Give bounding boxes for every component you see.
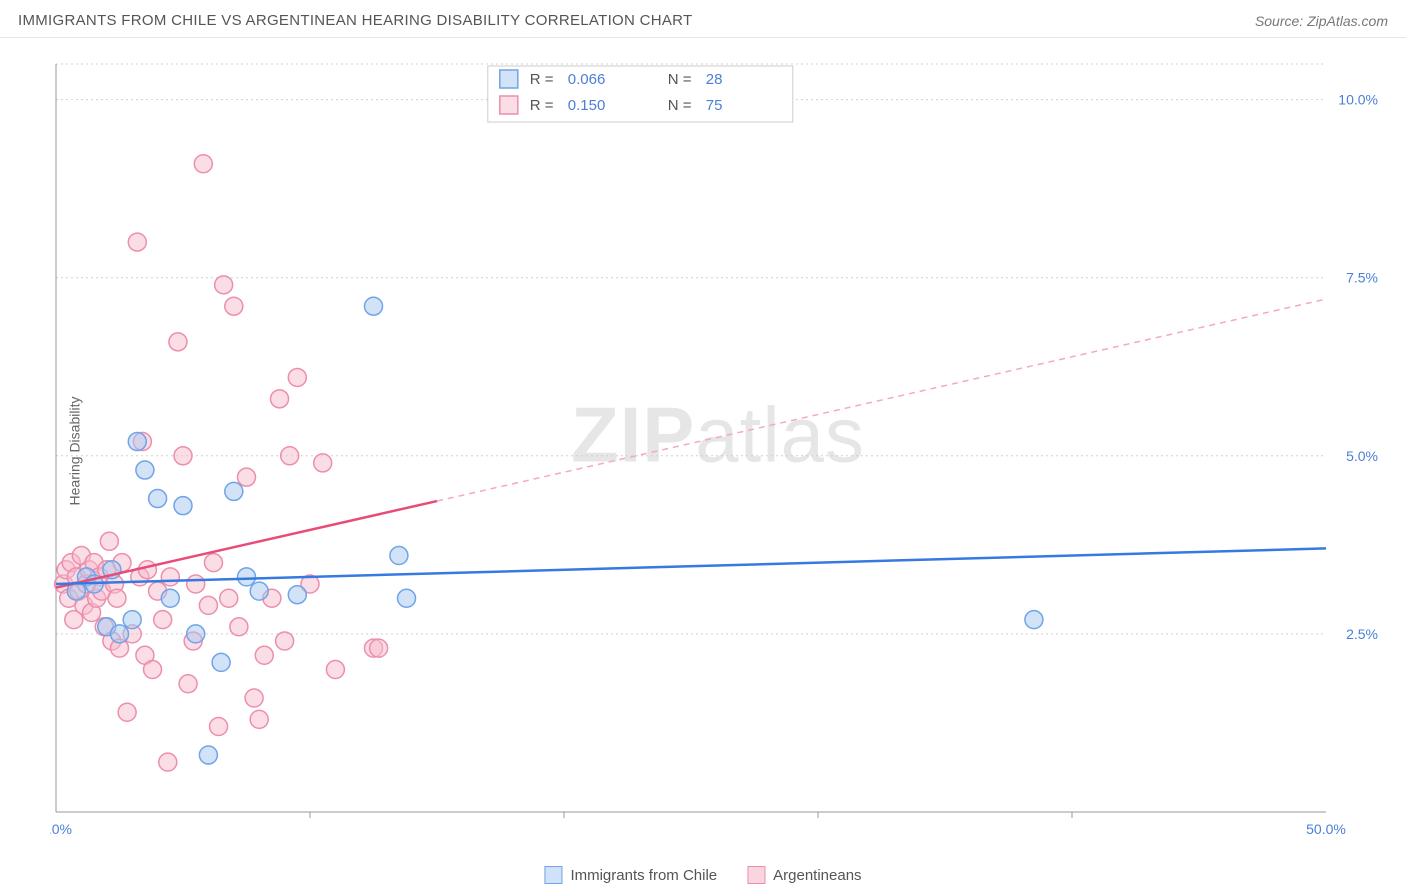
legend-r-value: 0.066 — [568, 71, 606, 88]
data-point — [271, 390, 289, 408]
data-point — [194, 155, 212, 173]
data-point — [276, 632, 294, 650]
data-point — [174, 447, 192, 465]
data-point — [154, 611, 172, 629]
header: IMMIGRANTS FROM CHILE VS ARGENTINEAN HEA… — [0, 0, 1406, 38]
data-point — [220, 589, 238, 607]
data-point — [111, 625, 129, 643]
legend-item: Argentineans — [747, 866, 861, 884]
data-point — [138, 561, 156, 579]
legend-n-value: 75 — [706, 97, 723, 114]
legend-swatch — [544, 866, 562, 884]
legend-bottom: Immigrants from Chile Argentineans — [544, 866, 861, 884]
data-point — [128, 433, 146, 451]
data-point — [250, 710, 268, 728]
legend-r-value: 0.150 — [568, 97, 606, 114]
data-point — [1025, 611, 1043, 629]
data-point — [136, 461, 154, 479]
trend-line-pink-dashed — [437, 299, 1326, 501]
data-point — [204, 554, 222, 572]
legend-n-value: 28 — [706, 71, 723, 88]
data-point — [161, 568, 179, 586]
data-point — [250, 582, 268, 600]
data-point — [169, 333, 187, 351]
legend-n-label: N = — [668, 97, 692, 114]
data-point — [245, 689, 263, 707]
data-point — [210, 718, 228, 736]
legend-swatch — [500, 96, 518, 114]
data-point — [314, 454, 332, 472]
data-point — [174, 497, 192, 515]
legend-label: Argentineans — [773, 867, 861, 884]
data-point — [230, 618, 248, 636]
chart-title: IMMIGRANTS FROM CHILE VS ARGENTINEAN HEA… — [18, 12, 693, 29]
data-point — [238, 468, 256, 486]
data-point — [281, 447, 299, 465]
data-point — [123, 611, 141, 629]
data-point — [215, 276, 233, 294]
data-point — [398, 589, 416, 607]
x-tick-label: 50.0% — [1306, 821, 1346, 837]
data-point — [187, 625, 205, 643]
data-point — [199, 746, 217, 764]
legend-n-label: N = — [668, 71, 692, 88]
source-label: Source: ZipAtlas.com — [1255, 13, 1388, 29]
legend-r-label: R = — [530, 71, 554, 88]
data-point — [100, 532, 118, 550]
scatter-plot: 2.5% 5.0% 7.5% 10.0% 0.0% 50.0% R = 0.066 N = 28 R… — [50, 60, 1386, 842]
trend-line-blue — [56, 548, 1326, 584]
data-point — [255, 646, 273, 664]
data-point — [326, 661, 344, 679]
data-point — [108, 589, 126, 607]
y-tick-label: 7.5% — [1346, 270, 1378, 286]
data-point — [390, 547, 408, 565]
chart-area: Hearing Disability ZIPatlas 2.5%5.0%7.5%… — [50, 60, 1386, 842]
data-point — [288, 586, 306, 604]
data-point — [288, 368, 306, 386]
data-point — [179, 675, 197, 693]
legend-swatch — [500, 70, 518, 88]
data-point — [365, 297, 383, 315]
data-point — [149, 490, 167, 508]
data-point — [238, 568, 256, 586]
data-point — [199, 596, 217, 614]
data-point — [225, 482, 243, 500]
y-tick-label: 2.5% — [1346, 626, 1378, 642]
data-point — [159, 753, 177, 771]
data-point — [144, 661, 162, 679]
data-point — [225, 297, 243, 315]
legend-item: Immigrants from Chile — [544, 866, 717, 884]
legend-r-label: R = — [530, 97, 554, 114]
x-tick-label: 0.0% — [50, 821, 72, 837]
data-point — [128, 233, 146, 251]
data-point — [187, 575, 205, 593]
legend-swatch — [747, 866, 765, 884]
y-tick-label: 5.0% — [1346, 448, 1378, 464]
legend-label: Immigrants from Chile — [570, 867, 717, 884]
y-tick-label: 10.0% — [1338, 92, 1378, 108]
data-point — [161, 589, 179, 607]
data-point — [118, 703, 136, 721]
data-point — [370, 639, 388, 657]
data-point — [212, 653, 230, 671]
